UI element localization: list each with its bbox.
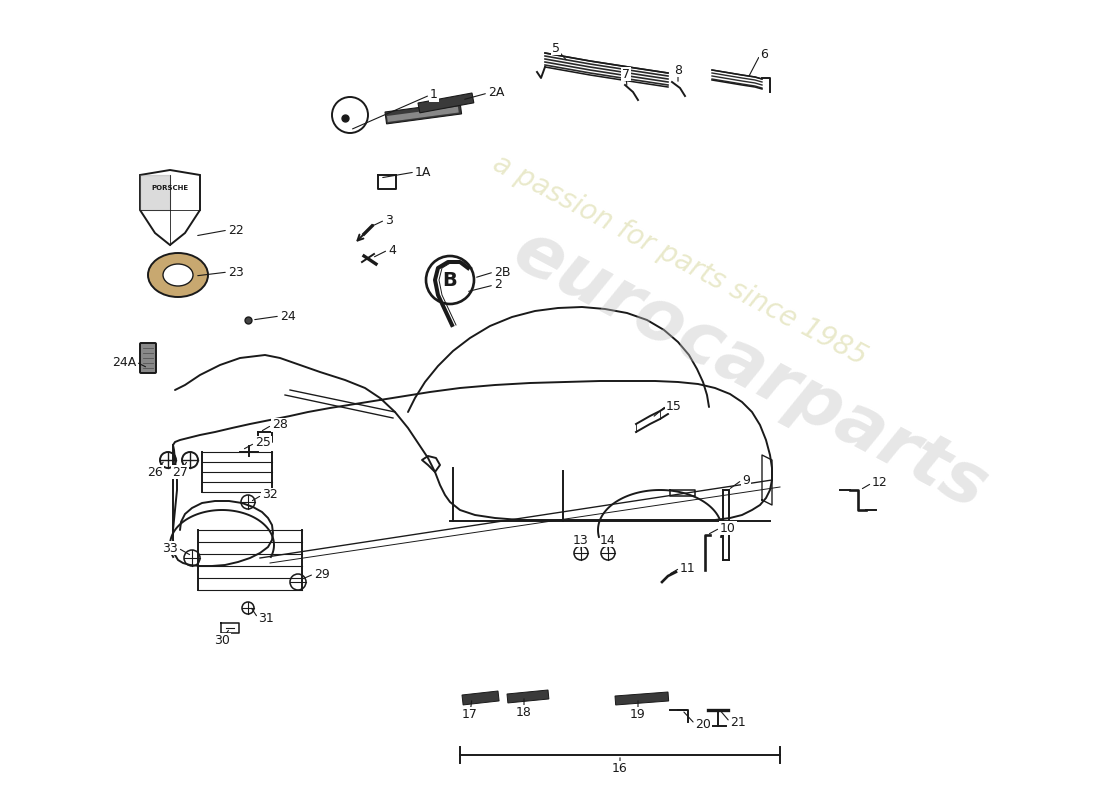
FancyBboxPatch shape bbox=[385, 102, 462, 124]
Text: 19: 19 bbox=[630, 707, 646, 721]
Text: 30: 30 bbox=[214, 634, 230, 646]
FancyBboxPatch shape bbox=[140, 343, 156, 373]
Text: 7: 7 bbox=[621, 67, 630, 81]
Text: 32: 32 bbox=[262, 489, 277, 502]
Text: 4: 4 bbox=[388, 243, 396, 257]
Text: a passion for parts since 1985: a passion for parts since 1985 bbox=[488, 149, 872, 371]
FancyBboxPatch shape bbox=[387, 106, 459, 122]
Text: 1A: 1A bbox=[415, 166, 431, 178]
Text: 23: 23 bbox=[228, 266, 244, 278]
Text: 25: 25 bbox=[255, 437, 271, 450]
Text: PORSCHE: PORSCHE bbox=[152, 185, 188, 191]
Polygon shape bbox=[140, 170, 200, 245]
Text: 13: 13 bbox=[573, 534, 588, 546]
Text: 20: 20 bbox=[695, 718, 711, 730]
Text: 6: 6 bbox=[760, 49, 768, 62]
Text: 24: 24 bbox=[280, 310, 296, 322]
Text: 10: 10 bbox=[720, 522, 736, 534]
FancyBboxPatch shape bbox=[507, 690, 549, 703]
Text: 9: 9 bbox=[742, 474, 750, 486]
Text: 29: 29 bbox=[314, 567, 330, 581]
Text: 2B: 2B bbox=[494, 266, 510, 278]
Text: 12: 12 bbox=[872, 477, 888, 490]
Text: 16: 16 bbox=[612, 762, 628, 774]
Text: 22: 22 bbox=[228, 223, 244, 237]
Text: 15: 15 bbox=[666, 399, 682, 413]
FancyBboxPatch shape bbox=[418, 93, 474, 113]
Text: 28: 28 bbox=[272, 418, 288, 431]
Text: 3: 3 bbox=[385, 214, 393, 226]
Text: 2: 2 bbox=[494, 278, 502, 291]
Text: 11: 11 bbox=[680, 562, 695, 574]
Text: 8: 8 bbox=[674, 63, 682, 77]
Text: 26: 26 bbox=[147, 466, 163, 478]
Text: 31: 31 bbox=[258, 611, 274, 625]
Text: 17: 17 bbox=[462, 707, 477, 721]
Text: 2A: 2A bbox=[488, 86, 505, 99]
Text: 21: 21 bbox=[730, 715, 746, 729]
Text: 14: 14 bbox=[601, 534, 616, 546]
Text: B: B bbox=[442, 270, 458, 290]
FancyBboxPatch shape bbox=[615, 692, 669, 705]
Ellipse shape bbox=[163, 264, 192, 286]
Text: 27: 27 bbox=[172, 466, 188, 478]
Text: 1: 1 bbox=[430, 89, 438, 102]
Circle shape bbox=[426, 256, 474, 304]
FancyBboxPatch shape bbox=[462, 691, 499, 705]
Text: eurocarparts: eurocarparts bbox=[502, 216, 999, 524]
Ellipse shape bbox=[148, 253, 208, 297]
Text: 33: 33 bbox=[163, 542, 178, 554]
Text: 24A: 24A bbox=[112, 355, 136, 369]
Text: 18: 18 bbox=[516, 706, 532, 718]
Text: 5: 5 bbox=[552, 42, 560, 54]
